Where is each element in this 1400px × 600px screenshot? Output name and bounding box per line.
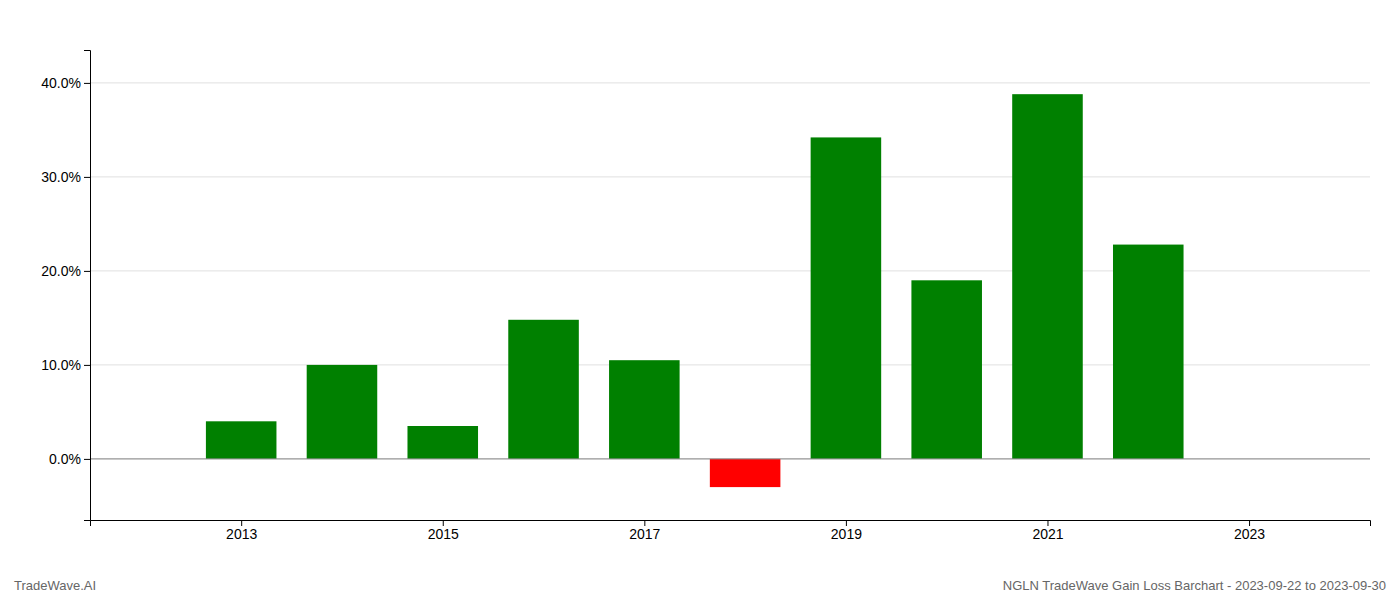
x-tick: 2019 xyxy=(831,520,862,542)
x-tick: 2021 xyxy=(1032,520,1063,542)
x-tick: 2015 xyxy=(428,520,459,542)
y-axis: 0.0% 10.0% 20.0% 30.0% 40.0% xyxy=(41,51,90,521)
grid-line xyxy=(90,458,1370,459)
x-tick: 2013 xyxy=(226,520,257,542)
footer-text: TradeWave.AI xyxy=(14,578,96,593)
y-tick-label: 40.0% xyxy=(41,75,81,91)
y-tick-mark xyxy=(84,459,90,460)
bar xyxy=(307,365,378,459)
x-axis-line xyxy=(91,521,1371,527)
x-axis: 2013 2015 2017 2019 2021 2023 xyxy=(91,520,1371,542)
plot-area xyxy=(206,94,1184,487)
x-tick-label: 2017 xyxy=(629,526,660,542)
y-tick-mark xyxy=(84,83,90,84)
x-tick: 2017 xyxy=(629,520,660,542)
y-tick-label: 30.0% xyxy=(41,169,81,185)
y-tick: 20.0% xyxy=(41,263,90,279)
grid-line xyxy=(90,82,1370,83)
bar xyxy=(710,459,781,487)
y-tick-mark xyxy=(84,365,90,366)
bar xyxy=(1012,94,1083,459)
x-tick-label: 2015 xyxy=(428,526,459,542)
bar xyxy=(911,280,982,459)
bar xyxy=(508,320,579,459)
y-tick-mark xyxy=(84,271,90,272)
y-axis-line xyxy=(84,51,91,521)
chart: 2013 2015 2017 2019 2021 2023 0.0% 10.0% 20.0% 30… xyxy=(0,0,1400,600)
y-tick-label: 20.0% xyxy=(41,263,81,279)
y-tick-label: 10.0% xyxy=(41,357,81,373)
y-tick: 40.0% xyxy=(41,75,90,91)
bar xyxy=(609,360,680,459)
y-tick: 10.0% xyxy=(41,357,90,373)
bar xyxy=(206,421,277,459)
y-tick-mark xyxy=(84,177,90,178)
x-tick-label: 2013 xyxy=(226,526,257,542)
x-tick-label: 2021 xyxy=(1032,526,1063,542)
zero-line xyxy=(90,458,1370,459)
grid xyxy=(90,83,1370,459)
grid-line xyxy=(90,176,1370,177)
y-tick: 30.0% xyxy=(41,169,90,185)
y-tick-label: 0.0% xyxy=(49,451,81,467)
bar xyxy=(811,137,882,458)
x-tick-label: 2019 xyxy=(831,526,862,542)
footer-text: NGLN TradeWave Gain Loss Barchart - 2023… xyxy=(1003,578,1386,593)
bar xyxy=(1113,245,1184,459)
x-tick-label: 2023 xyxy=(1234,526,1265,542)
bar xyxy=(407,426,478,459)
x-tick: 2023 xyxy=(1234,520,1265,542)
y-tick: 0.0% xyxy=(49,451,90,467)
